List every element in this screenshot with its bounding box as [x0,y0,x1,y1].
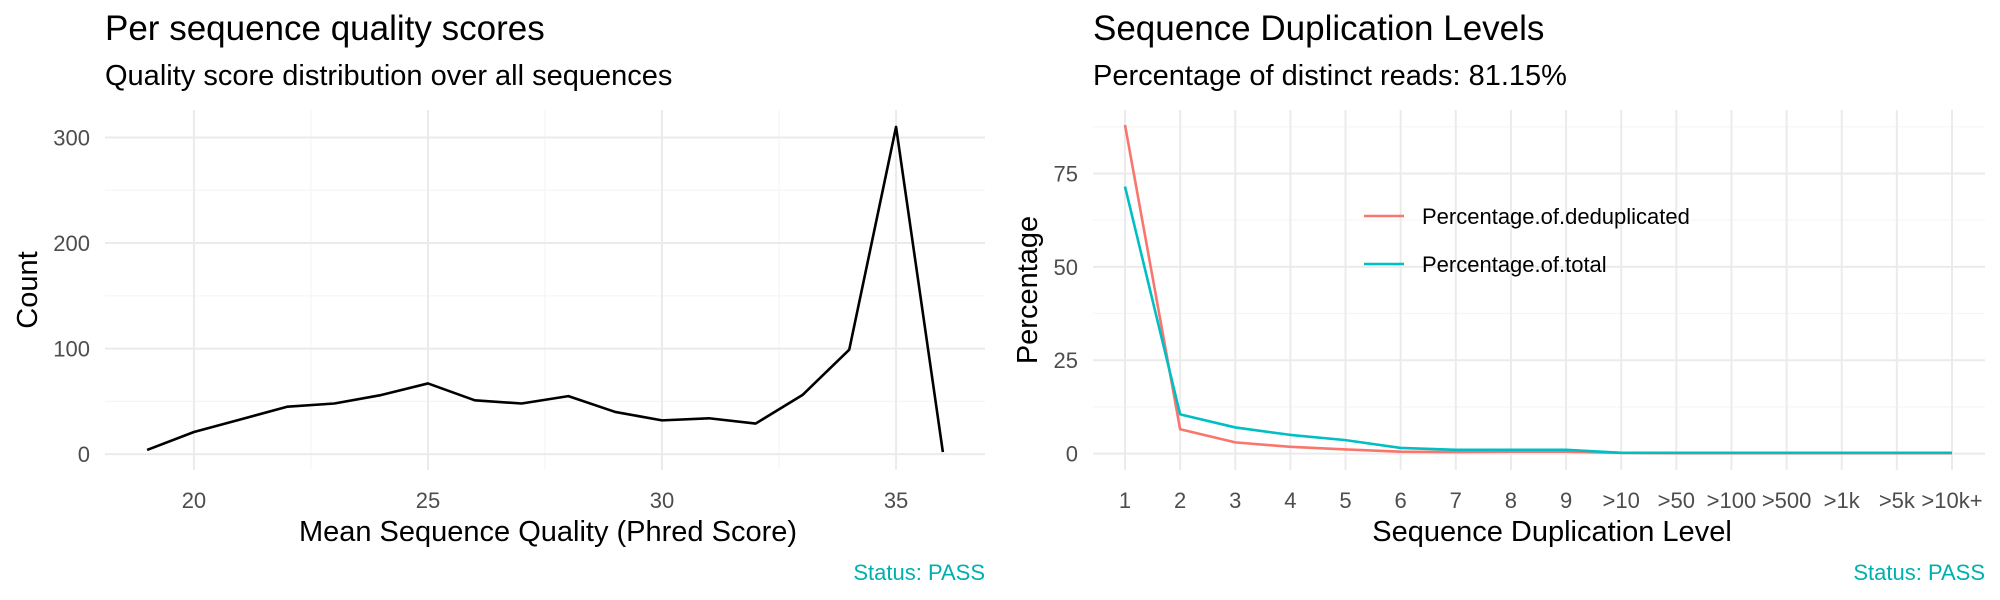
y-tick-label: 200 [53,231,90,256]
legend: Percentage.of.deduplicated Percentage.of.… [1364,204,1690,277]
duplication-levels-panel: Sequence Duplication Levels Percentage o… [1012,9,1985,585]
y-tick-label: 0 [78,442,90,467]
x-tick-label: >500 [1762,488,1812,513]
x-tick-label: >5k [1879,488,1916,513]
y-tick-label: 300 [53,125,90,150]
series-lines [146,125,945,453]
x-tick-label: 25 [416,488,440,513]
x-tick-label: 7 [1450,488,1462,513]
x-tick-label: >10k+ [1921,488,1982,513]
legend-label: Percentage.of.total [1422,252,1607,277]
y-tick-label: 25 [1054,348,1078,373]
chart-subtitle: Percentage of distinct reads: 81.15% [1093,60,1567,92]
x-tick-label: 1 [1119,488,1131,513]
series-line [1123,186,1952,455]
x-axis-title: Mean Sequence Quality (Phred Score) [299,516,797,548]
x-tick-label: 3 [1229,488,1241,513]
x-tick-label: 20 [182,488,206,513]
chart-title: Per sequence quality scores [105,9,545,48]
x-tick-label: 4 [1284,488,1296,513]
y-tick-label: 100 [53,337,90,362]
chart-subtitle: Quality score distribution over all sequ… [105,60,672,92]
grid [105,110,985,470]
y-axis-ticks: 0 100 200 300 [53,125,90,467]
x-axis-ticks: 1 2 3 4 5 6 7 8 9 >10 >50 >100 >500 >1k >5k >10k+ [1119,488,1983,513]
x-tick-label: 2 [1174,488,1186,513]
x-tick-label: 5 [1339,488,1351,513]
x-axis-ticks: 20 25 30 35 [182,488,909,513]
x-tick-label: >50 [1658,488,1695,513]
y-axis-title: Percentage [1012,216,1044,364]
y-axis-title: Count [12,251,44,328]
x-tick-label: 6 [1395,488,1407,513]
x-tick-label: 9 [1560,488,1572,513]
y-tick-label: 50 [1054,255,1078,280]
quality-scores-panel: Per sequence quality scores Quality scor… [12,9,985,585]
x-tick-label: 8 [1505,488,1517,513]
x-axis-title: Sequence Duplication Level [1372,516,1732,548]
x-tick-label: 35 [884,488,908,513]
y-axis-ticks: 0 25 50 75 [1054,161,1078,466]
status-label: Status: PASS [1853,560,1985,585]
chart-title: Sequence Duplication Levels [1093,9,1544,48]
x-tick-label: >100 [1707,488,1757,513]
x-tick-label: 30 [650,488,674,513]
x-tick-label: >10 [1603,488,1640,513]
y-tick-label: 75 [1054,161,1078,186]
status-label: Status: PASS [853,560,985,585]
y-tick-label: 0 [1066,442,1078,467]
legend-label: Percentage.of.deduplicated [1422,204,1690,229]
series-lines [1123,124,1952,455]
series-line [146,125,945,453]
grid [1093,110,1985,470]
x-tick-label: >1k [1824,488,1861,513]
